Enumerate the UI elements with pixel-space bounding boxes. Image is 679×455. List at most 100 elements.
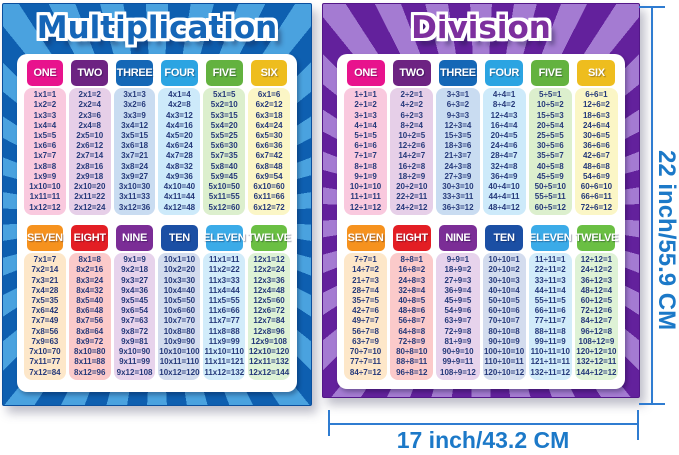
table-cell: 7x4=28 — [31, 285, 59, 295]
table-cell: 4x9=36 — [165, 171, 193, 181]
width-dimension-label: 17 inch/43.2 CM — [396, 427, 570, 453]
table-cell: 24÷8=3 — [398, 275, 426, 285]
table-cell: 4x5=20 — [165, 130, 193, 140]
table-cell: 77÷7=11 — [350, 357, 382, 367]
table-cell: 3x9=27 — [121, 171, 149, 181]
table-cell: 10x3=30 — [163, 275, 196, 285]
table-cell: 54÷9=6 — [444, 306, 472, 316]
table-cell: 7x1=7 — [33, 255, 57, 265]
table-cell: 40÷4=10 — [488, 182, 520, 192]
table-cell: 3x3=9 — [123, 110, 146, 120]
table-cell: 12x11=132 — [249, 357, 289, 367]
table-cell: 55÷5=11 — [534, 192, 566, 202]
table-column-eight: EIGHT 8÷8=1 16÷8=2 24÷8=3 32÷8=4 40÷8=5 48÷8=6… — [390, 225, 434, 380]
table-cell: 12÷2=6 — [398, 141, 426, 151]
table-cell: 1x4=4 — [33, 120, 57, 130]
poster-panel: ONE 1÷1=1 2÷1=2 3÷1=3 4÷1=4 5÷1=5 6÷1=6 7÷1=7 8÷… — [337, 54, 625, 389]
table-cell: 11x1=11 — [209, 255, 240, 265]
table-cell: 6x7=42 — [255, 151, 283, 161]
table-cell: 12÷6=2 — [582, 100, 610, 110]
table-cell: 132÷11=12 — [530, 367, 571, 377]
table-cell: 2÷2=1 — [400, 90, 423, 100]
table-cell: 8÷4=2 — [492, 100, 516, 110]
column-body: 10x1=10 10x2=20 10x3=30 10x4=40 10x5=50 10x6=… — [158, 253, 201, 380]
table-column-nine: NINE 9÷9=1 18÷9=2 27÷9=3 36÷9=4 45÷9=5 54÷9=6 6… — [436, 225, 480, 380]
table-cell: 2x12=24 — [74, 202, 106, 212]
table-cell: 11x8=88 — [208, 326, 240, 336]
table-cell: 4x6=24 — [165, 141, 193, 151]
column-header: FOUR — [485, 60, 524, 86]
table-cell: 3x7=21 — [121, 151, 149, 161]
table-cell: 24÷12=2 — [580, 265, 613, 275]
table-cell: 24÷4=6 — [490, 141, 518, 151]
height-dimension-label: 22 inch/55.9 CM — [653, 149, 679, 331]
table-cell: 70÷10=7 — [488, 316, 520, 326]
table-cell: 1x11=11 — [29, 192, 61, 202]
table-cell: 20÷10=2 — [488, 265, 520, 275]
column-body: 1x1=1 1x2=2 1x3=3 1x4=4 1x5=5 1x6=6 1x7=7 1x8=8… — [24, 88, 66, 215]
column-header: FOUR — [161, 60, 198, 86]
table-cell: 8x4=32 — [76, 285, 104, 295]
table-cell: 9÷1=9 — [354, 171, 377, 181]
table-cell: 1x9=9 — [33, 171, 57, 181]
column-header: SEVEN — [26, 225, 64, 251]
table-cell: 42÷6=7 — [582, 151, 610, 161]
poster-panel: ONE 1x1=1 1x2=2 1x3=3 1x4=4 1x5=5 1x6=6 1x7=7 1x… — [17, 54, 297, 392]
table-cell: 9x11=99 — [119, 357, 151, 367]
table-cell: 120÷12=10 — [576, 347, 617, 357]
table-cell: 96÷12=8 — [580, 326, 613, 336]
table-cell: 10x9=90 — [163, 336, 196, 346]
table-cell: 1x6=6 — [33, 141, 57, 151]
table-cell: 16÷4=4 — [490, 120, 518, 130]
table-cell: 9x12=108 — [116, 367, 153, 377]
column-body: 7÷7=1 14÷7=2 21÷7=3 28÷7=4 35÷7=5 42÷7=6 49÷7=… — [344, 253, 388, 380]
division-poster: Division ONE 1÷1=1 2÷1=2 3÷1=3 4÷1=4 5÷1=5 6÷1… — [322, 3, 640, 398]
table-cell: 9x7=63 — [121, 316, 149, 326]
table-cell: 5x8=40 — [210, 161, 238, 171]
table-cell: 4x1=4 — [168, 90, 191, 100]
table-cell: 5x7=35 — [210, 151, 238, 161]
table-cell: 16÷2=8 — [398, 161, 426, 171]
table-cell: 5x3=15 — [210, 110, 238, 120]
table-cell: 8x1=8 — [78, 255, 101, 265]
table-column-four: FOUR 4x1=4 4x2=8 4x3=12 4x4=16 4x5=20 4x6=24 4x… — [158, 60, 201, 215]
table-cell: 2x7=14 — [76, 151, 104, 161]
table-cell: 77÷11=7 — [534, 316, 566, 326]
column-body: 4x1=4 4x2=8 4x3=12 4x4=16 4x5=20 4x6=24 4x7=28… — [158, 88, 201, 215]
column-header: ELEVEN — [529, 225, 572, 251]
column-header: NINE — [438, 225, 477, 251]
table-cell: 25÷5=5 — [536, 130, 564, 140]
table-cell: 10x11=110 — [159, 357, 200, 367]
table-cell: 1x10=10 — [29, 182, 61, 192]
table-cell: 45÷9=5 — [444, 295, 472, 305]
column-header: FIVE — [531, 60, 570, 86]
table-cell: 10x6=60 — [163, 306, 196, 316]
table-cell: 33÷11=3 — [534, 275, 566, 285]
table-cell: 30÷5=6 — [536, 141, 564, 151]
column-header: ONE — [346, 60, 385, 86]
table-cell: 8x7=56 — [76, 316, 104, 326]
table-cell: 21÷7=3 — [352, 275, 379, 285]
table-cell: 5x5=25 — [210, 130, 238, 140]
table-cell: 9x4=36 — [121, 285, 149, 295]
table-cell: 10x10=100 — [159, 347, 200, 357]
column-header: TWELVE — [575, 225, 618, 251]
table-cell: 10÷10=1 — [488, 255, 520, 265]
column-header: TEN — [161, 225, 198, 251]
table-column-six: SIX 6÷6=1 12÷6=2 18÷6=3 24÷6=4 30÷6=5 36÷6=6 42… — [574, 60, 618, 215]
table-cell: 1x1=1 — [33, 90, 57, 100]
table-cell: 11x4=44 — [208, 285, 240, 295]
table-cell: 6x12=72 — [253, 202, 285, 212]
table-cell: 2x5=10 — [76, 130, 104, 140]
table-cell: 144÷12=12 — [576, 367, 617, 377]
table-column-five: FIVE 5x1=5 5x2=10 5x3=15 5x4=20 5x5=25 5x6=30 5… — [203, 60, 246, 215]
table-cell: 22÷11=2 — [534, 265, 566, 275]
column-header: TEN — [485, 225, 524, 251]
height-dimension-cap-top — [639, 6, 665, 8]
table-cell: 8x9=72 — [76, 336, 104, 346]
table-cell: 108÷9=12 — [440, 367, 476, 377]
table-cell: 15÷5=3 — [536, 110, 564, 120]
table-cell: 27÷9=3 — [444, 275, 472, 285]
table-cell: 10÷5=2 — [536, 100, 564, 110]
table-cell: 8x5=40 — [76, 295, 104, 305]
